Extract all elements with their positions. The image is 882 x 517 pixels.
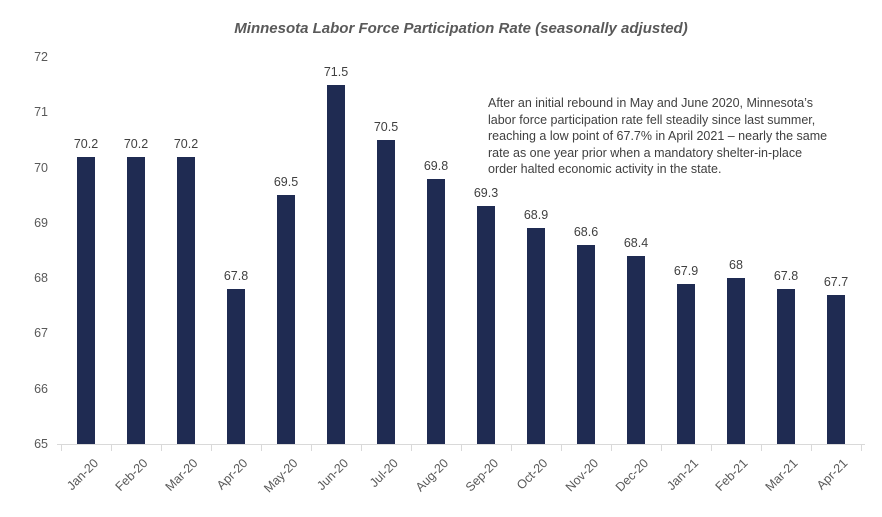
bar-Sep-20 bbox=[477, 206, 495, 444]
bar-Aug-20 bbox=[427, 178, 445, 444]
x-axis-tick bbox=[361, 445, 362, 451]
y-axis-tick-label: 68 bbox=[34, 271, 48, 286]
y-axis-tick-label: 67 bbox=[34, 326, 48, 341]
bar-Jun-20 bbox=[327, 84, 345, 444]
bar-Jan-20 bbox=[77, 156, 95, 444]
data-label-Mar-21: 67.8 bbox=[773, 269, 799, 284]
chart-title: Minnesota Labor Force Participation Rate… bbox=[234, 20, 688, 37]
bar-Apr-20 bbox=[227, 289, 245, 444]
x-axis-tick bbox=[261, 445, 262, 451]
data-label-Jan-20: 70.2 bbox=[73, 136, 99, 151]
x-axis-tick bbox=[511, 445, 512, 451]
x-axis-tick bbox=[661, 445, 662, 451]
x-axis-label-Oct-20: Oct-20 bbox=[514, 456, 551, 493]
x-axis-tick bbox=[411, 445, 412, 451]
x-axis-label-Apr-20: Apr-20 bbox=[214, 456, 251, 493]
data-label-Sep-20: 69.3 bbox=[473, 186, 499, 201]
x-axis-label-Sep-20: Sep-20 bbox=[462, 456, 501, 495]
y-axis-tick-label: 72 bbox=[34, 50, 48, 64]
annotation-text: After an initial rebound in May and June… bbox=[488, 96, 828, 177]
x-axis-label-Dec-20: Dec-20 bbox=[612, 456, 651, 495]
bar-Dec-20 bbox=[627, 256, 645, 444]
x-axis-tick bbox=[461, 445, 462, 451]
x-axis-label-Apr-21: Apr-21 bbox=[814, 456, 851, 493]
bar-Feb-21 bbox=[727, 278, 745, 444]
y-axis-tick-label: 66 bbox=[34, 381, 48, 396]
data-label-Jan-21: 67.9 bbox=[673, 263, 699, 278]
data-label-Mar-20: 70.2 bbox=[173, 136, 199, 151]
data-label-Jun-20: 71.5 bbox=[323, 64, 349, 79]
x-axis-tick bbox=[711, 445, 712, 451]
data-label-Oct-20: 68.9 bbox=[523, 208, 549, 223]
bar-Oct-20 bbox=[527, 228, 545, 444]
data-label-Jul-20: 70.5 bbox=[373, 119, 399, 134]
x-axis-tick bbox=[811, 445, 812, 451]
x-axis-label-Jun-20: Jun-20 bbox=[313, 456, 351, 493]
x-axis-tick bbox=[311, 445, 312, 451]
x-axis-label-Feb-21: Feb-21 bbox=[712, 456, 751, 494]
bar-Mar-21 bbox=[777, 289, 795, 444]
data-label-Nov-20: 68.6 bbox=[573, 224, 599, 239]
x-axis-label-Aug-20: Aug-20 bbox=[412, 456, 451, 495]
x-axis-tick bbox=[111, 445, 112, 451]
x-axis-line bbox=[57, 444, 865, 445]
bar-Jul-20 bbox=[377, 139, 395, 444]
x-axis-tick bbox=[611, 445, 612, 451]
bar-May-20 bbox=[277, 195, 295, 444]
y-axis-tick-label: 71 bbox=[34, 105, 48, 120]
data-label-Aug-20: 69.8 bbox=[423, 158, 449, 173]
x-axis-tick bbox=[161, 445, 162, 451]
bar-Apr-21 bbox=[827, 294, 845, 444]
data-label-Feb-21: 68 bbox=[729, 258, 743, 273]
data-label-Apr-21: 67.7 bbox=[823, 274, 849, 289]
bar-Jan-21 bbox=[677, 283, 695, 444]
x-axis-label-Nov-20: Nov-20 bbox=[562, 456, 601, 495]
x-axis-tick bbox=[61, 445, 62, 451]
x-axis-label-Feb-20: Feb-20 bbox=[112, 456, 151, 494]
y-axis-tick-label: 65 bbox=[34, 437, 48, 451]
x-axis-label-Jan-21: Jan-21 bbox=[663, 456, 701, 493]
x-axis-tick bbox=[861, 445, 862, 451]
x-axis-label-Mar-21: Mar-21 bbox=[763, 456, 801, 494]
bar-Nov-20 bbox=[577, 244, 595, 444]
x-axis-tick bbox=[561, 445, 562, 451]
x-axis-tick bbox=[211, 445, 212, 451]
bar-Feb-20 bbox=[127, 156, 145, 444]
y-axis-tick-label: 70 bbox=[34, 160, 48, 175]
x-axis-label-Mar-20: Mar-20 bbox=[163, 456, 201, 494]
data-label-Apr-20: 67.8 bbox=[223, 269, 249, 284]
x-axis-label-May-20: May-20 bbox=[261, 456, 301, 496]
x-axis-tick bbox=[761, 445, 762, 451]
data-label-Feb-20: 70.2 bbox=[123, 136, 149, 151]
bar-Mar-20 bbox=[177, 156, 195, 444]
x-axis-label-Jan-20: Jan-20 bbox=[63, 456, 101, 493]
data-label-May-20: 69.5 bbox=[273, 175, 299, 190]
data-label-Dec-20: 68.4 bbox=[623, 236, 649, 251]
x-axis-label-Jul-20: Jul-20 bbox=[366, 456, 401, 490]
y-axis-tick-label: 69 bbox=[34, 215, 48, 230]
